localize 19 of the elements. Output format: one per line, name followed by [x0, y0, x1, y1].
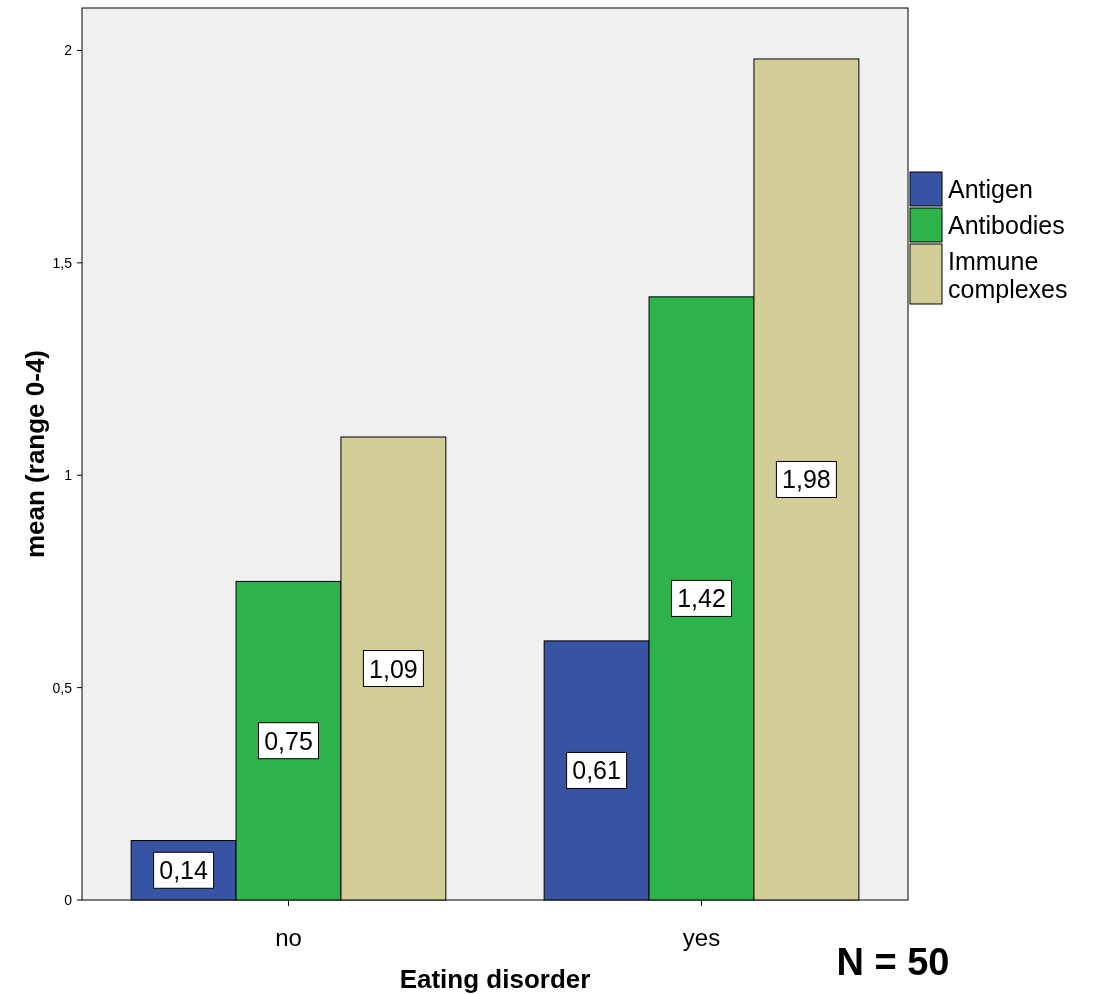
- x-axis-title: Eating disorder: [399, 964, 591, 994]
- y-tick-label: 1: [64, 467, 73, 484]
- y-axis-title: mean (range 0-4): [20, 349, 50, 559]
- y-tick-label: 0: [64, 892, 73, 908]
- y-tick-label: 2: [64, 42, 73, 59]
- y-tick-label: 0,5: [52, 679, 73, 696]
- data-label: 1,42: [677, 584, 726, 613]
- data-label: 1,98: [782, 465, 831, 494]
- data-label: 0,14: [159, 856, 209, 885]
- text: N = 50: [836, 941, 950, 983]
- data-label: 1,09: [369, 654, 418, 683]
- y-tick-label: 1,5: [52, 254, 73, 271]
- x-tick-label: no: [275, 924, 302, 951]
- legend-label: Antibodies: [948, 211, 1065, 239]
- data-label: 0,75: [264, 726, 313, 755]
- data-label: 0,61: [572, 756, 621, 785]
- x-tick-label: yes: [682, 924, 721, 951]
- legend-label: Immune complexes: [948, 247, 1068, 303]
- legend-label: Antigen: [948, 175, 1033, 203]
